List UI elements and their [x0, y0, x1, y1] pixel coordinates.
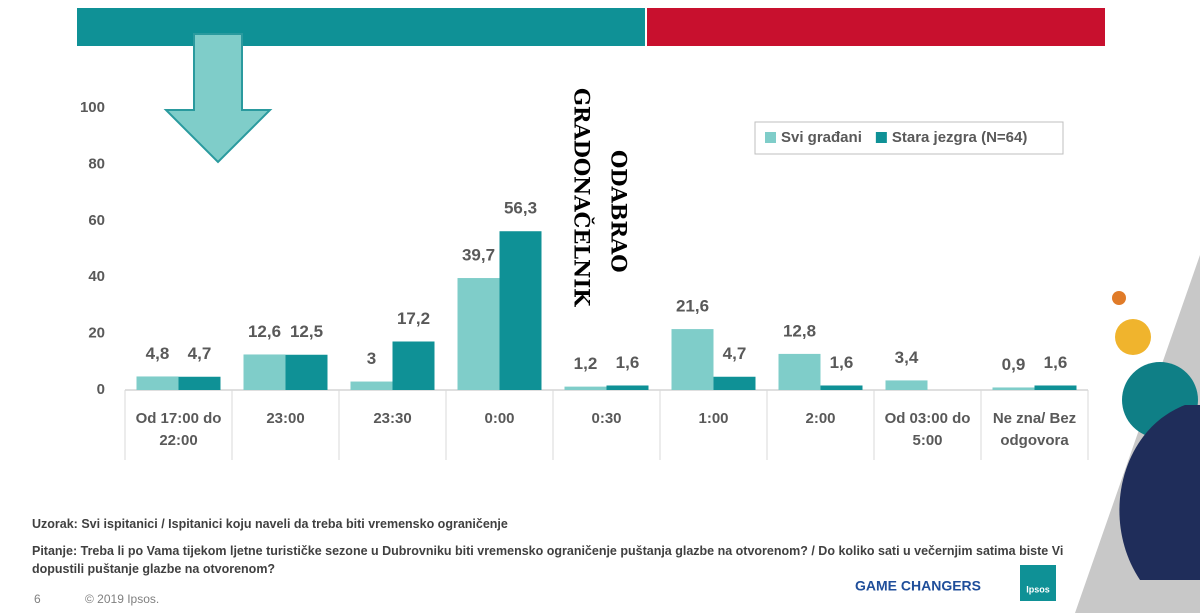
value-label: 1,2: [574, 354, 598, 373]
annotation: ODABRAO: [607, 150, 632, 273]
x-tick-label: Od 17:00 do 22:00: [135, 410, 222, 449]
arrow: [163, 33, 273, 164]
bar: [885, 380, 928, 390]
value-label: 4,8: [146, 344, 170, 363]
legend-label: Stara jezgra (N=64): [892, 129, 1027, 146]
decoration: [1119, 405, 1200, 580]
value-label: 21,6: [676, 297, 709, 316]
bar: [457, 278, 500, 390]
bar: [350, 381, 393, 390]
x-tick-label: 23:00: [266, 410, 305, 427]
bar: [178, 376, 221, 390]
value-label: 1,6: [1044, 353, 1068, 372]
value-label: 4,7: [188, 344, 212, 363]
y-tick-label: 40: [88, 268, 105, 285]
value-label: 4,7: [723, 344, 747, 363]
y-tick-label: 60: [88, 212, 105, 229]
tagline: GAME CHANGERS: [855, 578, 981, 594]
bar: [1034, 385, 1077, 390]
value-label: 39,7: [462, 246, 495, 265]
decoration: [1115, 319, 1151, 355]
logo: [1020, 565, 1056, 601]
legend-label: Svi građani: [781, 129, 862, 146]
legend-box: [754, 121, 1064, 155]
bar: [713, 376, 756, 390]
x-tick-label: Od 03:00 do 5:00: [884, 410, 971, 449]
y-tick-label: 80: [88, 155, 105, 172]
value-label: 1,6: [616, 353, 640, 372]
bar: [499, 231, 542, 390]
value-label: 3: [367, 349, 376, 368]
value-label: 17,2: [397, 309, 430, 328]
y-tick-label: 0: [97, 381, 105, 398]
bar: [285, 354, 328, 390]
bar: [243, 354, 286, 390]
x-tick-label: Ne zna/ Bez odgovora: [992, 410, 1077, 449]
bar: [564, 386, 607, 390]
question-note: Pitanje: Treba li po Vama tijekom ljetne…: [32, 544, 1064, 576]
y-tick-label: 20: [88, 325, 105, 342]
bar: [392, 341, 435, 390]
header-bar: [647, 8, 1105, 46]
bar: [136, 376, 179, 390]
legend-swatch: [765, 132, 776, 143]
x-tick-label: 0:30: [591, 410, 622, 427]
bar: [778, 353, 821, 390]
value-label: 3,4: [895, 348, 919, 367]
bar: [671, 329, 714, 390]
copyright: © 2019 Ipsos.: [85, 592, 159, 606]
x-tick-label: 2:00: [805, 410, 836, 427]
x-tick-label: 23:30: [373, 410, 412, 427]
bar: [820, 385, 863, 390]
logo-text: Ipsos: [1026, 584, 1050, 594]
value-label: 12,8: [783, 321, 816, 340]
value-label: 12,5: [290, 322, 323, 341]
value-label: 0,9: [1002, 355, 1026, 374]
bar: [606, 385, 649, 390]
bar: [992, 387, 1035, 390]
decoration: [1112, 291, 1126, 305]
y-tick-label: 100: [80, 99, 105, 116]
value-label: 12,6: [248, 322, 281, 341]
page-number: 6: [34, 592, 41, 606]
sample-note: Uzorak: Svi ispitanici / Ispitanici koju…: [32, 517, 508, 531]
value-label: 1,6: [830, 353, 854, 372]
x-tick-label: 1:00: [698, 410, 729, 427]
legend-swatch: [875, 132, 887, 143]
annotation: GRADONAČELNIK: [570, 88, 595, 307]
value-label: 56,3: [504, 199, 537, 218]
x-tick-label: 0:00: [484, 410, 515, 427]
header-bar: [77, 8, 645, 46]
